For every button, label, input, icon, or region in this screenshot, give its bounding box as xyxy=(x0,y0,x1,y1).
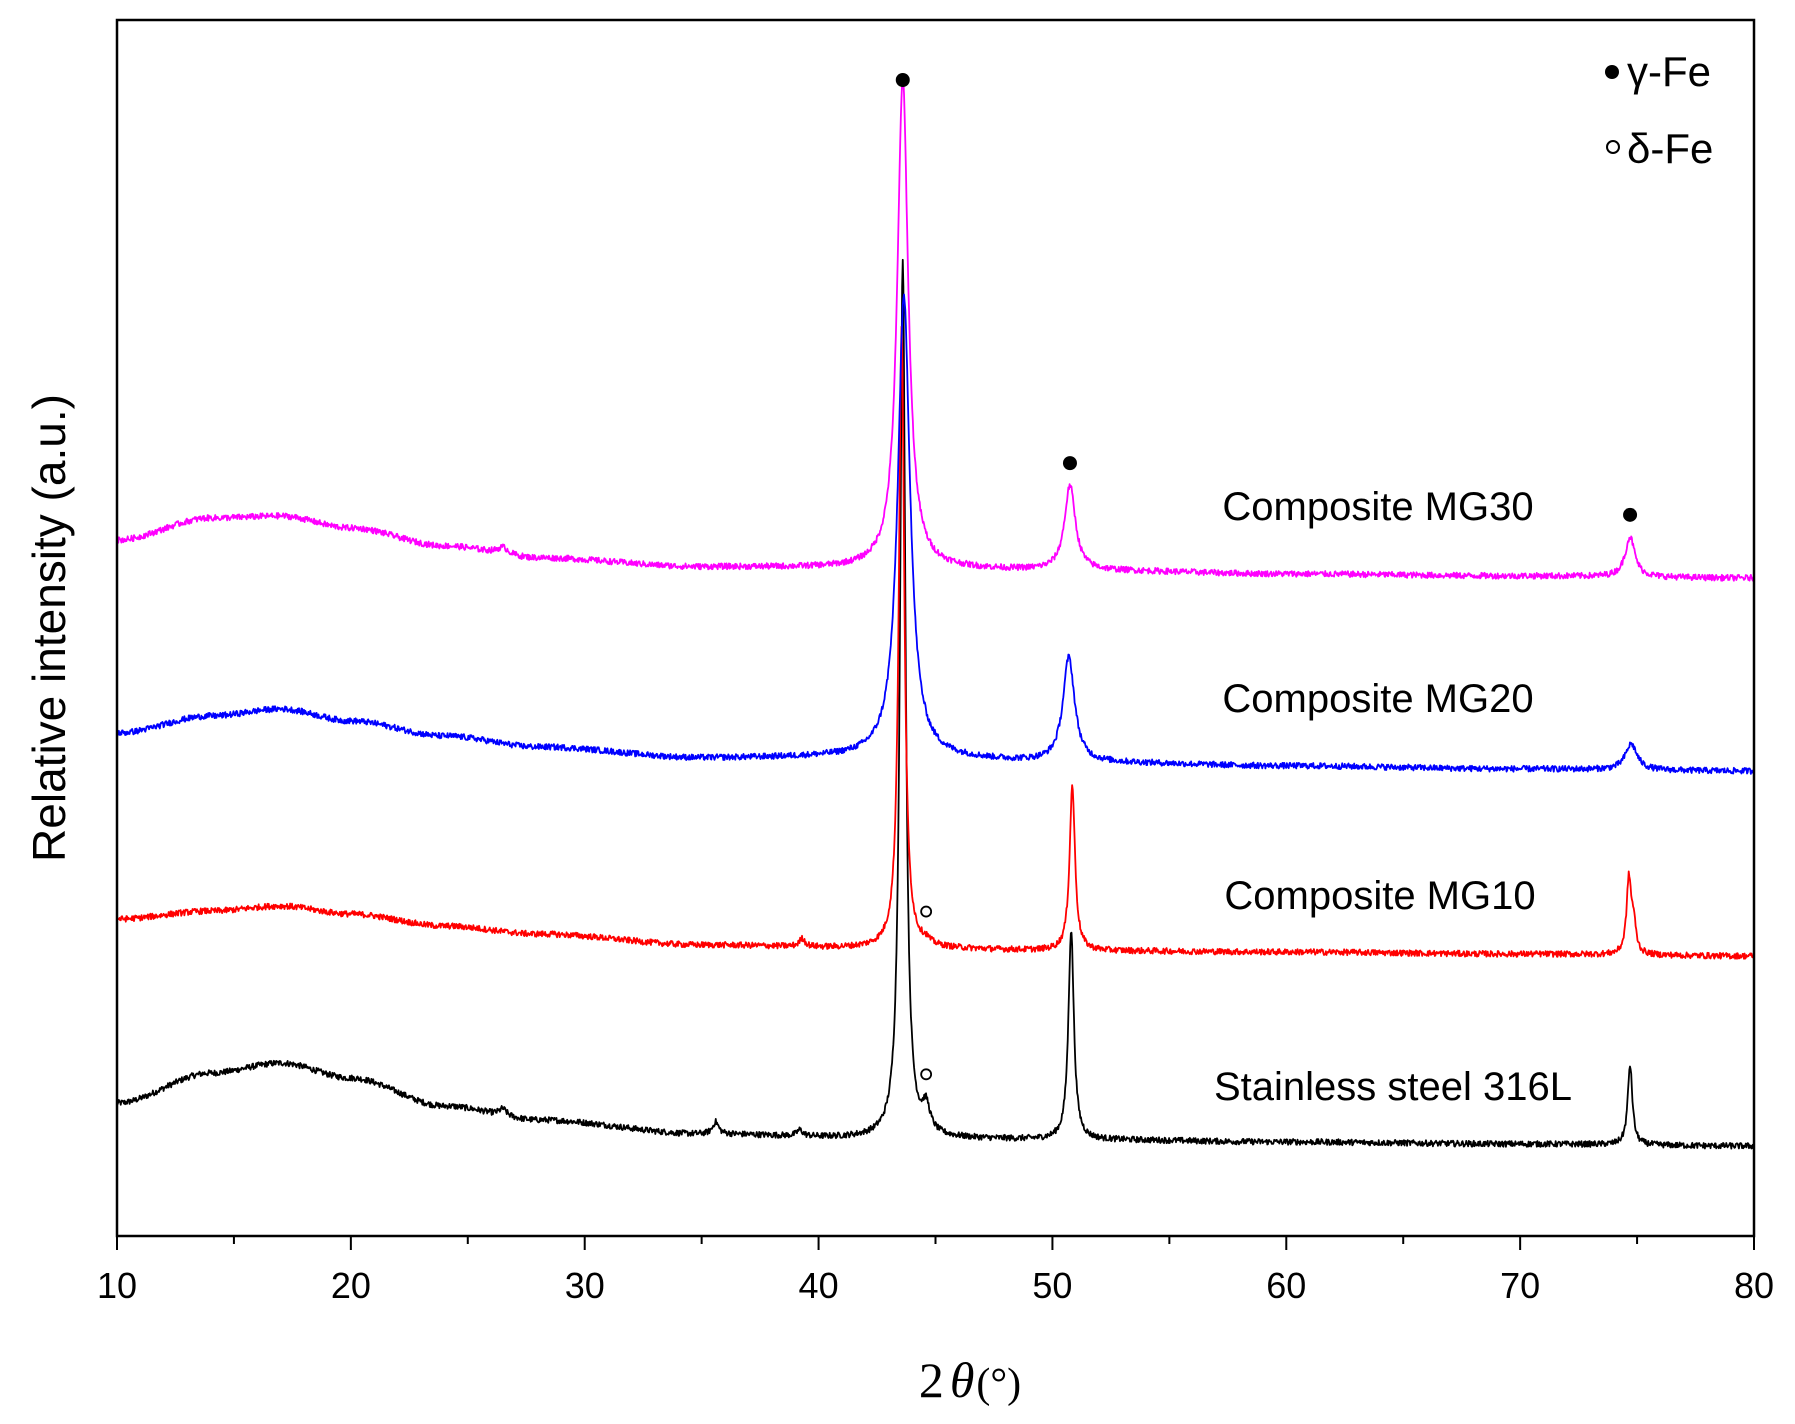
y-axis-title: Relative intensity (a.u.) xyxy=(23,394,75,862)
x-tick-label-70: 70 xyxy=(1500,1265,1540,1306)
legend-delta-fe: δ-Fe xyxy=(1627,125,1713,172)
series-line-stainless-steel-316l xyxy=(116,258,1755,1150)
x-tick-label-40: 40 xyxy=(799,1265,839,1306)
x-axis-title-prefix: 2 xyxy=(919,1352,944,1408)
series-label-mg20: Composite MG20 xyxy=(1222,677,1533,721)
series-layer xyxy=(116,74,1755,1150)
gamma-fe-marker-0 xyxy=(895,73,910,87)
gamma-fe-marker-1 xyxy=(1062,456,1077,471)
x-axis-title-unit: (°) xyxy=(976,1361,1021,1407)
x-tick-label-50: 50 xyxy=(1032,1265,1072,1306)
x-axis-title-theta: θ xyxy=(950,1352,975,1408)
legend: γ-Fe δ-Fe xyxy=(1605,48,1713,172)
series-label-316l: Stainless steel 316L xyxy=(1214,1065,1572,1109)
x-tick-label-80: 80 xyxy=(1734,1265,1774,1306)
x-axis-title: 2 θ(°) xyxy=(919,1352,1021,1408)
x-tick-label-20: 20 xyxy=(331,1265,371,1306)
series-line-composite-mg30 xyxy=(116,74,1755,582)
legend-gamma-fe: γ-Fe xyxy=(1627,48,1711,95)
series-label-mg30: Composite MG30 xyxy=(1222,485,1533,529)
series-line-composite-mg10 xyxy=(116,325,1755,960)
series-line-composite-mg20 xyxy=(116,293,1755,775)
peak-markers xyxy=(895,73,1638,1081)
x-tick-label-30: 30 xyxy=(565,1265,605,1306)
x-axis-ticks: 10 20 30 40 50 60 70 80 xyxy=(97,1236,1774,1306)
delta-fe-marker-4 xyxy=(920,1068,933,1081)
legend-filled-circle-icon xyxy=(1605,65,1619,79)
delta-fe-marker-3 xyxy=(920,905,933,918)
x-tick-label-10: 10 xyxy=(97,1265,137,1306)
x-tick-label-60: 60 xyxy=(1266,1265,1306,1306)
gamma-fe-marker-2 xyxy=(1623,507,1638,522)
series-label-mg10: Composite MG10 xyxy=(1224,874,1535,918)
legend-open-circle-icon xyxy=(1606,140,1620,154)
